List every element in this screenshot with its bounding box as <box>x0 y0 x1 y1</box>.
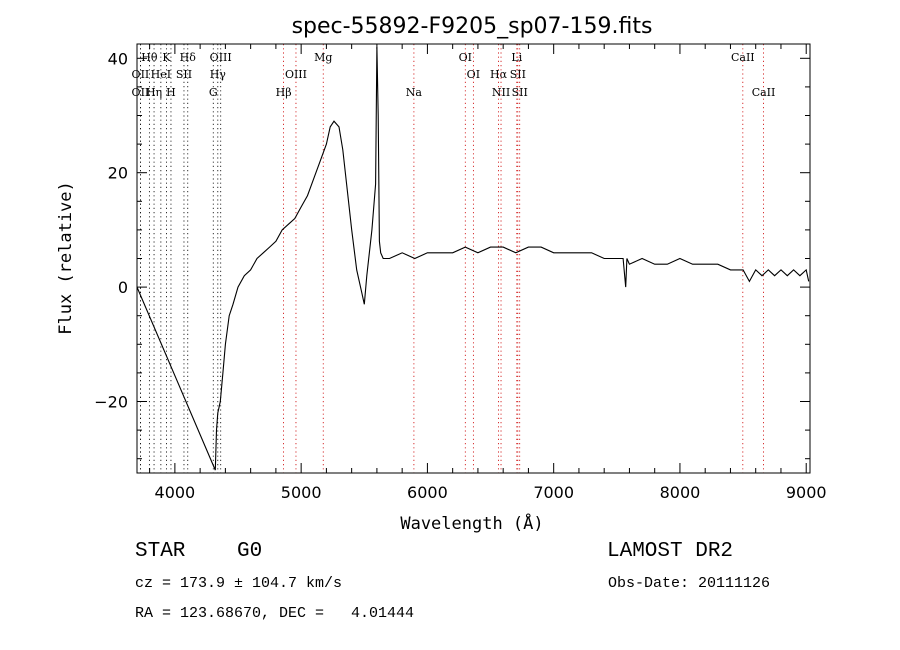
line-label: OIII <box>210 51 232 64</box>
line-label: Hδ <box>180 51 197 64</box>
x-tick-label: 9000 <box>786 483 827 502</box>
axis-ticks: 4000 5000 6000 7000 8000 9000 −20 0 20 40 <box>94 44 827 502</box>
line-label: OII <box>132 86 150 99</box>
survey-name: LAMOST DR2 <box>607 540 734 563</box>
line-label: Hβ <box>276 86 292 99</box>
line-label: Hγ <box>210 68 227 81</box>
x-axis-label: Wavelength (Å) <box>400 512 543 534</box>
y-axis-label: Flux (relative) <box>56 181 76 335</box>
x-tick-label: 6000 <box>407 483 448 502</box>
x-tick-label: 4000 <box>155 483 196 502</box>
line-label: OIII <box>285 68 307 81</box>
chart-title: spec-55892-F9205_sp07-159.fits <box>292 14 653 39</box>
line-label: K <box>162 51 171 64</box>
line-label: G <box>209 86 218 99</box>
line-label: CaII <box>731 51 755 64</box>
y-tick-label: −20 <box>94 393 128 412</box>
line-label: OI <box>467 68 480 81</box>
redshift-readout: cz = 173.9 ± 104.7 km/s <box>135 575 343 592</box>
y-tick-label: 40 <box>108 49 128 68</box>
line-label: Na <box>406 86 423 99</box>
x-tick-label: 7000 <box>533 483 574 502</box>
line-label: H <box>166 86 176 99</box>
x-tick-label: 5000 <box>281 483 322 502</box>
line-label: CaII <box>752 86 776 99</box>
line-label: Li <box>511 51 522 64</box>
line-label: OI <box>459 51 472 64</box>
line-label: Mg <box>314 51 332 64</box>
spectrum-series <box>136 46 810 471</box>
line-label: SII <box>510 68 526 81</box>
line-label: Hη <box>146 86 162 99</box>
line-label: SII <box>176 68 192 81</box>
observation-date: Obs-Date: 20111126 <box>608 575 771 592</box>
line-label: Hθ <box>141 51 158 64</box>
line-label: NII <box>492 86 510 99</box>
object-type: STAR <box>135 540 186 563</box>
x-tick-label: 8000 <box>660 483 701 502</box>
y-tick-label: 20 <box>108 164 128 183</box>
y-tick-label: 0 <box>118 278 128 297</box>
spectral-subclass: G0 <box>237 540 263 563</box>
coordinates-readout: RA = 123.68670, DEC = 4.01444 <box>135 605 415 622</box>
line-label: Hα <box>490 68 508 81</box>
line-label: SII <box>512 86 528 99</box>
line-label: HeI <box>151 68 171 81</box>
